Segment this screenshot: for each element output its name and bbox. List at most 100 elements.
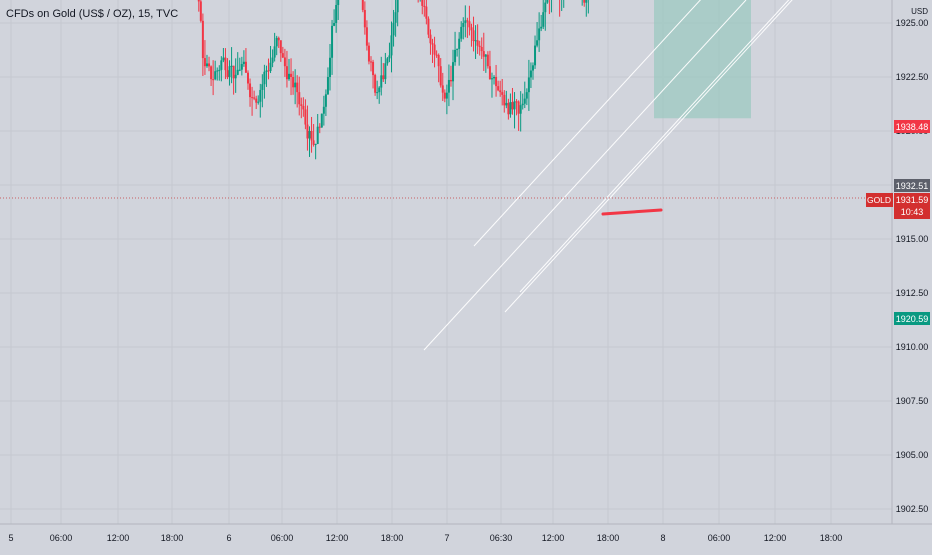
candle-body — [230, 65, 233, 67]
candle-body — [376, 92, 379, 94]
candle-body — [484, 54, 487, 57]
candle-body — [478, 45, 481, 47]
candle-body — [314, 143, 317, 145]
candle-body — [585, 0, 588, 3]
candle-body — [300, 104, 303, 106]
candle-body — [384, 63, 387, 80]
candle-body — [228, 66, 231, 78]
stop-price-tag — [894, 120, 930, 133]
candle-body — [390, 35, 393, 56]
time-tick-label: 18:00 — [381, 533, 404, 543]
candle-body — [427, 18, 430, 35]
candle-body — [304, 109, 307, 125]
candle-body — [437, 55, 440, 67]
candle-body — [447, 79, 450, 93]
candle-body — [201, 20, 204, 59]
candle-body — [464, 20, 467, 23]
candle-body — [439, 66, 442, 86]
candle-body — [216, 70, 219, 72]
candle-body — [199, 1, 202, 21]
candle-body — [363, 9, 366, 28]
time-tick-label: 06:30 — [490, 533, 513, 543]
candle-body — [396, 0, 399, 13]
candle-body — [298, 92, 301, 105]
candle-body — [529, 70, 532, 78]
candle-body — [326, 77, 329, 95]
candle-body — [224, 57, 227, 71]
drawings-back — [423, 0, 793, 351]
time-tick-label: 12:00 — [764, 533, 787, 543]
current-price-label: 1931.59 — [896, 195, 929, 205]
candle-body — [542, 12, 545, 27]
candle-body — [205, 63, 208, 67]
chart-title: CFDs on Gold (US$ / OZ), 15, TVC — [6, 8, 179, 20]
grid — [0, 0, 892, 524]
candle-body — [296, 82, 299, 93]
candle-body — [273, 46, 276, 58]
channel-line-1 — [423, 0, 747, 351]
candle-body — [294, 82, 297, 88]
candle-body — [331, 25, 334, 58]
time-tick-label: 12:00 — [107, 533, 130, 543]
candle-body — [513, 101, 516, 110]
candle-body — [261, 84, 264, 90]
candle-body — [251, 97, 254, 99]
candle-body — [449, 79, 452, 82]
candle-body — [232, 65, 235, 79]
candle-body — [367, 45, 370, 62]
candle-body — [361, 0, 364, 10]
price-axis[interactable] — [892, 0, 932, 524]
price-tick-label: 1905.00 — [896, 450, 929, 460]
candle-body — [322, 106, 325, 114]
candles — [197, 0, 589, 160]
candle-body — [263, 71, 266, 85]
candle-body — [312, 140, 315, 145]
price-tick-label: 1902.50 — [896, 504, 929, 514]
candle-body — [269, 62, 272, 71]
stop-price-label: 1938.48 — [896, 122, 929, 132]
time-tick-label: 12:00 — [542, 533, 565, 543]
symbol-tag — [866, 193, 893, 207]
candle-body — [583, 0, 586, 3]
channel-line-2 — [473, 0, 701, 247]
candle-body — [515, 101, 518, 103]
candle-body — [238, 69, 241, 71]
neckline-drawing — [601, 208, 663, 216]
short-position-target-zone — [654, 0, 751, 119]
candle-body — [275, 37, 278, 47]
candle-body — [242, 61, 245, 65]
candle-body — [511, 102, 514, 110]
candle-body — [255, 98, 258, 103]
candle-body — [523, 98, 526, 104]
candle-body — [525, 92, 528, 99]
candle-body — [468, 21, 471, 28]
price-tick-label: 1910.00 — [896, 342, 929, 352]
candle-body — [452, 62, 455, 82]
price-tick-label: 1912.50 — [896, 288, 929, 298]
candle-body — [220, 60, 223, 70]
candle-body — [476, 40, 479, 46]
candle-body — [493, 77, 496, 79]
candle-body — [425, 6, 428, 19]
candle-body — [318, 126, 321, 128]
candle-body — [431, 43, 434, 45]
candle-body — [265, 70, 268, 72]
candle-body — [259, 89, 262, 102]
time-tick-label: 06:00 — [50, 533, 73, 543]
candle-body — [333, 23, 336, 26]
candle-body — [281, 53, 284, 58]
time-axis[interactable] — [0, 524, 932, 550]
candle-body — [337, 0, 340, 5]
candle-body — [388, 55, 391, 59]
candle-body — [302, 105, 305, 110]
candle-body — [505, 102, 508, 106]
candle-body — [329, 57, 331, 77]
candle-body — [257, 101, 260, 103]
price-tick-label: 1922.50 — [896, 72, 929, 82]
price-tick-label: 1907.50 — [896, 396, 929, 406]
time-tick-label: 7 — [444, 533, 449, 543]
candle-body — [292, 77, 295, 88]
